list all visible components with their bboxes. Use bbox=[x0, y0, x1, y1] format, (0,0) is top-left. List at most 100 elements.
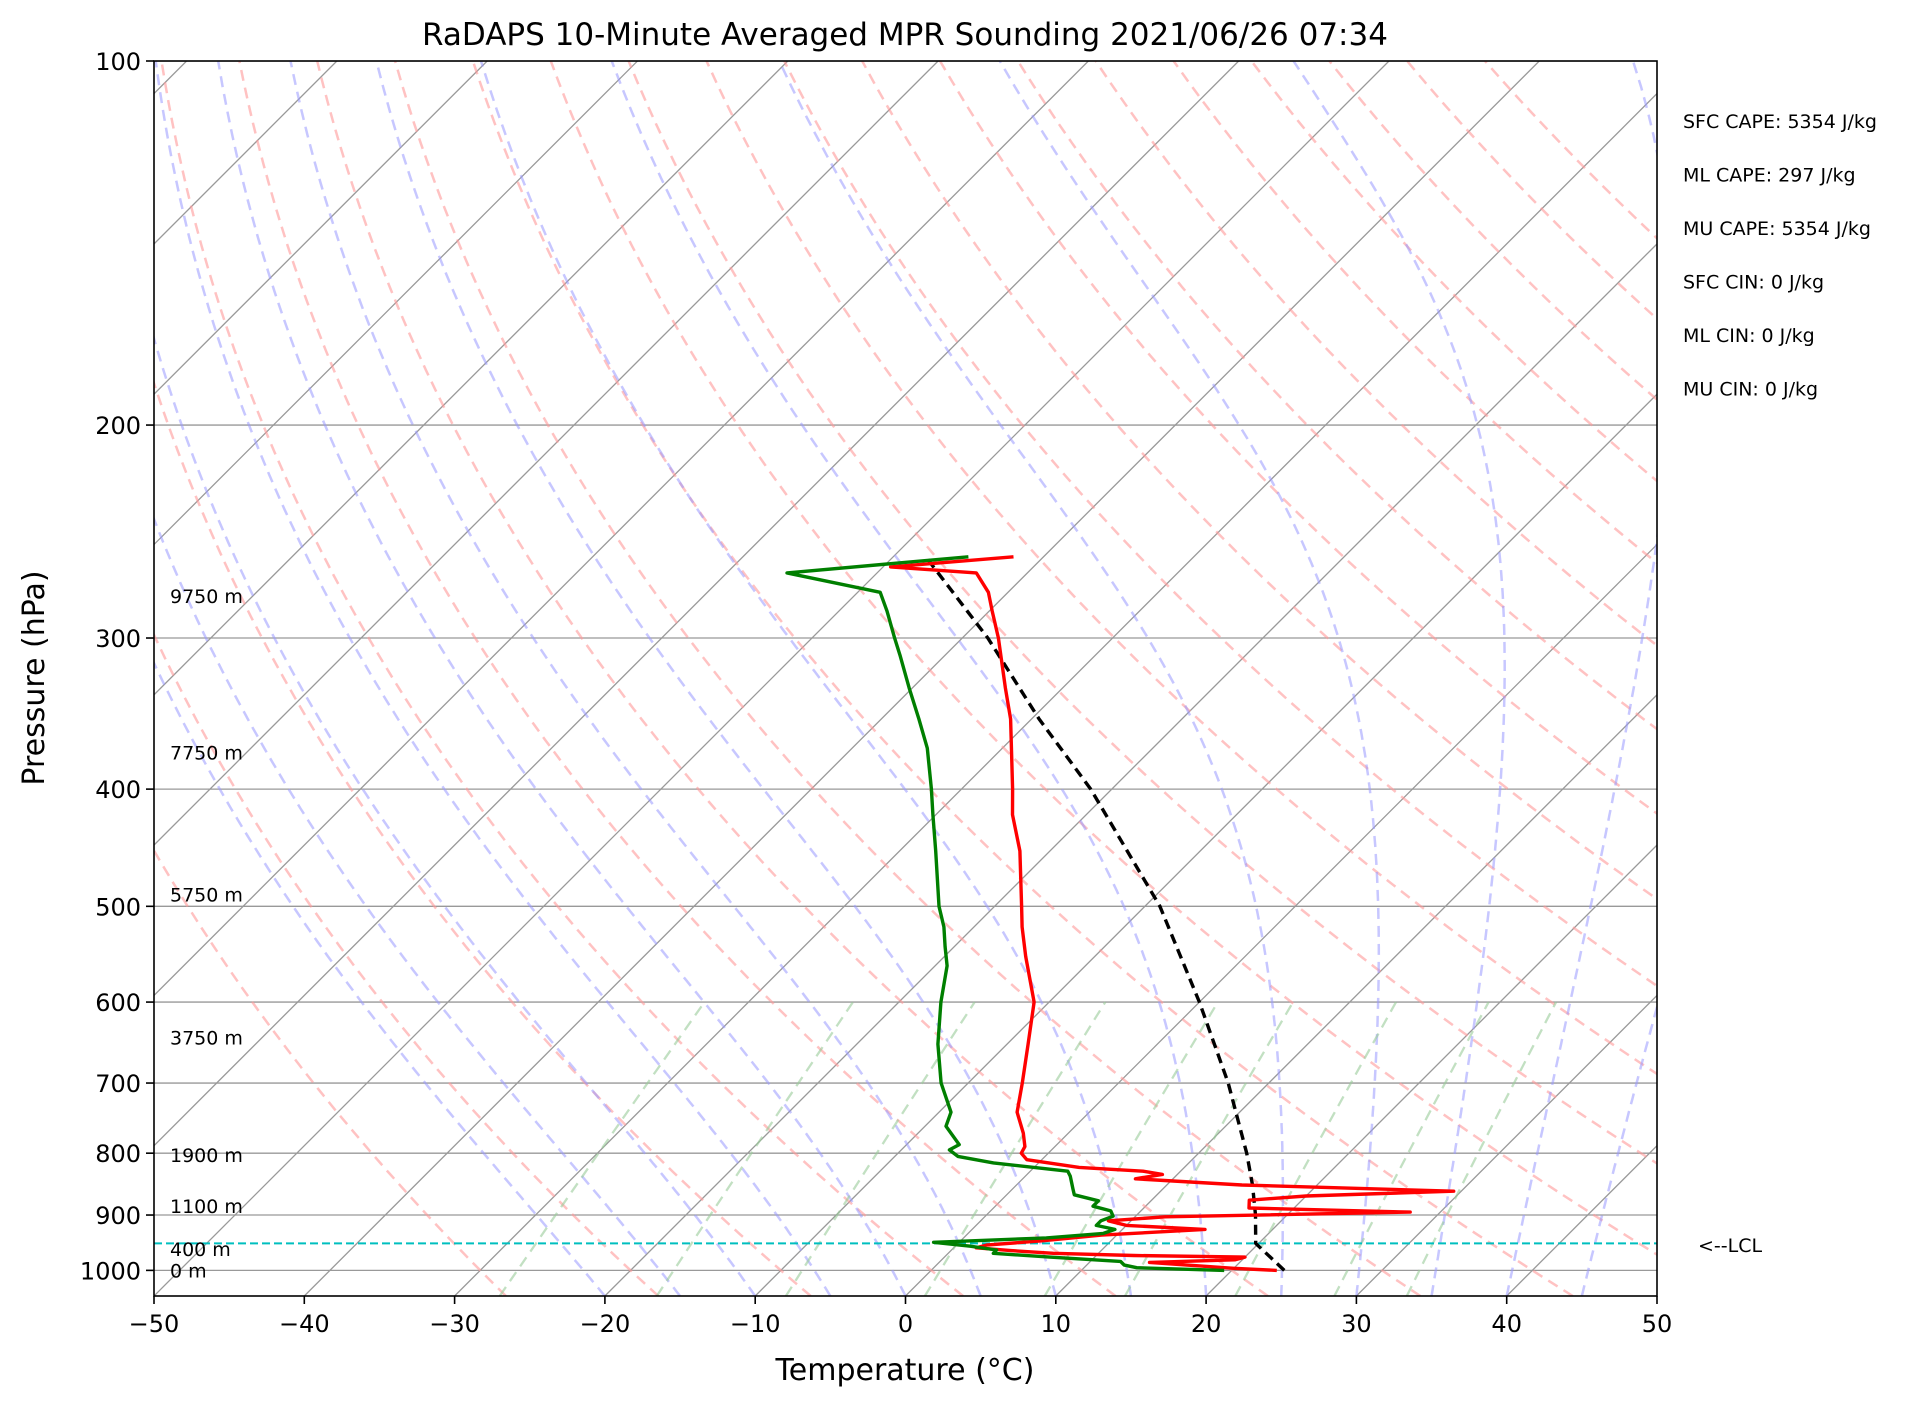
dry-adiabats bbox=[154, 61, 1657, 1296]
dry-adiabat-20 bbox=[315, 61, 1269, 1296]
moist-adiabat-25 bbox=[778, 61, 1285, 1296]
height-label: 1100 m bbox=[170, 1196, 243, 1218]
height-label: 0 m bbox=[170, 1260, 207, 1282]
isotherm--90 bbox=[154, 61, 789, 696]
height-label: 9750 m bbox=[170, 586, 243, 608]
moist-adiabat-40 bbox=[1505, 61, 1657, 1296]
y-tick-label: 600 bbox=[95, 989, 141, 1017]
mixing-ratio-1 bbox=[655, 1001, 854, 1296]
plot-area bbox=[154, 61, 1657, 1296]
mixing-ratio-10 bbox=[1123, 1001, 1294, 1296]
x-axis-ticks: −50 −40 −30 −20 −10 0 10 20 30 40 50 bbox=[129, 1296, 1673, 1338]
y-tick-label: 200 bbox=[95, 412, 141, 440]
isotherm-0 bbox=[905, 543, 1657, 1296]
isotherm--10 bbox=[754, 393, 1657, 1296]
y-axis-label: Pressure (hPa) bbox=[17, 570, 52, 785]
pressure-gridlines bbox=[154, 61, 1657, 1272]
isotherm--70 bbox=[154, 61, 1089, 997]
stability-index: ML CIN: 0 J/kg bbox=[1683, 325, 1815, 347]
dry-adiabat-30 bbox=[393, 61, 1422, 1296]
dry-adiabat-90 bbox=[861, 61, 1657, 901]
y-tick-label: 300 bbox=[95, 625, 141, 653]
moist-adiabat--20 bbox=[154, 660, 606, 1296]
dewpoint-profile bbox=[785, 555, 1225, 1273]
dry-adiabat-120 bbox=[1094, 61, 1657, 648]
moist-adiabat--10 bbox=[154, 333, 757, 1296]
stability-index: SFC CIN: 0 J/kg bbox=[1683, 272, 1824, 294]
stability-index: ML CAPE: 297 J/kg bbox=[1683, 165, 1856, 187]
y-tick-label: 400 bbox=[95, 776, 141, 804]
dewpoint-line bbox=[785, 555, 1225, 1273]
isotherm--110 bbox=[154, 61, 488, 396]
moist-adiabat-10 bbox=[375, 61, 1058, 1296]
parcel-line bbox=[925, 557, 1286, 1272]
x-tick-label: −30 bbox=[429, 1310, 480, 1338]
parcel-profile bbox=[925, 557, 1286, 1272]
moist-adiabat-5 bbox=[289, 61, 982, 1296]
moist-adiabat-20 bbox=[610, 61, 1208, 1296]
isotherm-40 bbox=[1506, 1144, 1657, 1296]
x-tick-label: −20 bbox=[580, 1310, 631, 1338]
moist-adiabat-35 bbox=[1292, 61, 1506, 1296]
dry-adiabat-10 bbox=[238, 61, 1117, 1296]
stability-indices: SFC CAPE: 5354 J/kg ML CAPE: 297 J/kg MU C… bbox=[1683, 111, 1877, 401]
dry-adiabat--30 bbox=[154, 848, 507, 1296]
isotherm--60 bbox=[154, 61, 1240, 1147]
x-tick-label: 50 bbox=[1642, 1310, 1673, 1338]
mixing-ratio-16 bbox=[1234, 1001, 1398, 1296]
stability-index: SFC CAPE: 5354 J/kg bbox=[1683, 111, 1877, 133]
chart-title: RaDAPS 10-Minute Averaged MPR Sounding 2… bbox=[422, 17, 1388, 53]
dry-adiabat-60 bbox=[627, 61, 1657, 1165]
dry-adiabat-130 bbox=[1172, 61, 1657, 565]
stability-index: MU CAPE: 5354 J/kg bbox=[1683, 218, 1871, 240]
dry-adiabat-50 bbox=[549, 61, 1657, 1257]
dry-adiabat-150 bbox=[1328, 61, 1657, 402]
height-label: 5750 m bbox=[170, 885, 243, 907]
mixing-ratio-4 bbox=[923, 1001, 1107, 1296]
moist-adiabat-30 bbox=[998, 61, 1381, 1296]
moist-adiabat--15 bbox=[154, 515, 681, 1296]
x-axis-label: Temperature (°C) bbox=[775, 1353, 1035, 1388]
isotherm--80 bbox=[154, 61, 939, 847]
isotherm-50 bbox=[1656, 1295, 1657, 1296]
moist-adiabat-0 bbox=[216, 61, 907, 1296]
dry-adiabat-0 bbox=[160, 61, 964, 1296]
height-labels: 9750 m 7750 m 5750 m 3750 m 1900 m 1100 m 400 … bbox=[170, 586, 243, 1282]
y-axis-ticks: 100 200 300 400 500 600 700 800 900 1000 bbox=[80, 48, 154, 1285]
x-tick-label: 0 bbox=[898, 1310, 913, 1338]
mixing-ratio-2 bbox=[784, 1001, 976, 1296]
dry-adiabat-70 bbox=[705, 61, 1657, 1076]
dry-adiabat-170 bbox=[1484, 61, 1657, 241]
y-tick-label: 700 bbox=[95, 1070, 141, 1098]
isotherm--30 bbox=[454, 92, 1657, 1296]
x-tick-label: −50 bbox=[129, 1310, 180, 1338]
height-label: 1900 m bbox=[170, 1145, 243, 1167]
mixing-ratio-lines bbox=[498, 1001, 1558, 1296]
dry-adiabat-80 bbox=[783, 61, 1657, 988]
mixing-ratio-32 bbox=[1405, 1001, 1558, 1296]
isotherm--100 bbox=[154, 61, 638, 546]
height-label: 7750 m bbox=[170, 742, 243, 764]
mixing-ratio-0.4 bbox=[498, 1001, 706, 1296]
y-tick-label: 1000 bbox=[80, 1257, 141, 1285]
dry-adiabat--10 bbox=[154, 379, 812, 1296]
isotherm-30 bbox=[1355, 994, 1657, 1296]
mixing-ratio-24 bbox=[1333, 1001, 1490, 1296]
isotherm--40 bbox=[303, 61, 1540, 1296]
x-tick-label: 40 bbox=[1491, 1310, 1522, 1338]
x-tick-label: 10 bbox=[1041, 1310, 1072, 1338]
moist-adiabat-45 bbox=[1580, 1002, 1657, 1296]
y-tick-label: 500 bbox=[95, 893, 141, 921]
moist-adiabat--5 bbox=[154, 61, 832, 1296]
isotherm--20 bbox=[604, 242, 1657, 1296]
x-tick-label: 30 bbox=[1341, 1310, 1372, 1338]
height-label: 400 m bbox=[170, 1239, 231, 1261]
height-label: 3750 m bbox=[170, 1028, 243, 1050]
y-tick-label: 800 bbox=[95, 1140, 141, 1168]
x-tick-label: −10 bbox=[730, 1310, 781, 1338]
moist-adiabat-15 bbox=[479, 61, 1133, 1296]
y-tick-label: 900 bbox=[95, 1202, 141, 1230]
isotherm--50 bbox=[154, 61, 1390, 1296]
isotherms bbox=[154, 61, 1657, 1296]
